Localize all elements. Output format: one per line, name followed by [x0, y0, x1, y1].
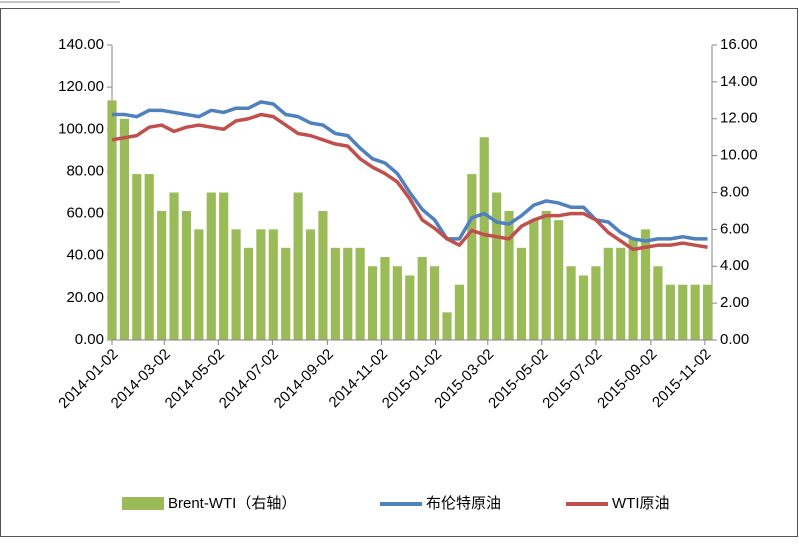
bar: [144, 174, 154, 340]
bar: [169, 192, 179, 340]
y-tick-label: 60.00: [66, 205, 104, 222]
bar: [541, 210, 551, 340]
y-tick-label: 0.00: [75, 331, 104, 348]
y-tick-label: 40.00: [66, 247, 104, 264]
bar: [119, 118, 129, 340]
legend-label: WTI原油: [612, 495, 670, 512]
bar: [343, 247, 353, 340]
y2-tick-label: 0.00: [720, 331, 749, 348]
bar: [454, 284, 465, 340]
bar: [479, 137, 489, 340]
bar: [330, 247, 340, 340]
y-tick-label: 20.00: [66, 289, 104, 306]
bar: [442, 312, 452, 340]
bar: [157, 210, 167, 340]
bar: [702, 284, 713, 340]
bar: [194, 229, 204, 340]
bar: [628, 238, 638, 340]
bar: [206, 192, 216, 340]
bar: [243, 247, 254, 340]
y-tick-label: 140.00: [58, 36, 104, 53]
bar: [281, 247, 291, 340]
bar: [268, 229, 278, 340]
bar: [231, 229, 241, 340]
bar: [392, 266, 402, 340]
bar: [690, 284, 700, 340]
bar: [305, 229, 316, 340]
y2-tick-label: 10.00: [720, 147, 758, 164]
bar: [318, 210, 328, 340]
bar: [219, 192, 229, 340]
bar: [293, 192, 303, 340]
bar: [380, 257, 390, 340]
line: [112, 100, 708, 243]
bar: [430, 266, 440, 340]
bar: [653, 266, 663, 340]
bar: [492, 192, 502, 340]
bar: [578, 275, 589, 340]
bar: [256, 229, 266, 340]
bar: [181, 210, 192, 340]
y2-tick-label: 6.00: [720, 220, 749, 237]
y2-tick-label: 8.00: [720, 183, 749, 200]
bar: [591, 266, 601, 340]
bar: [132, 174, 142, 340]
y2-tick-label: 14.00: [720, 73, 758, 90]
bar: [665, 284, 675, 340]
y2-tick-label: 2.00: [720, 294, 749, 311]
y-tick-label: 120.00: [58, 78, 104, 95]
legend-swatch: [122, 497, 164, 510]
bar: [405, 275, 415, 340]
bar: [467, 174, 477, 340]
y2-tick-label: 12.00: [720, 110, 758, 127]
bar: [554, 220, 564, 340]
bar: [516, 247, 527, 340]
y-tick-label: 80.00: [66, 162, 104, 179]
y-tick-label: 100.00: [58, 120, 104, 137]
bar: [504, 210, 514, 340]
bar: [566, 266, 576, 340]
bar: [417, 257, 427, 340]
line: [111, 112, 708, 252]
bar: [355, 247, 365, 340]
bar: [367, 266, 378, 340]
legend-label: Brent-WTI（右轴）: [168, 495, 296, 512]
legend-label: 布伦特原油: [426, 495, 501, 512]
bar: [640, 229, 651, 340]
bar: [616, 247, 626, 340]
bar: [107, 100, 117, 340]
bar: [678, 284, 688, 340]
y2-tick-label: 4.00: [720, 257, 749, 274]
bar: [603, 247, 613, 340]
y2-tick-label: 16.00: [720, 36, 758, 53]
bar: [529, 220, 539, 340]
